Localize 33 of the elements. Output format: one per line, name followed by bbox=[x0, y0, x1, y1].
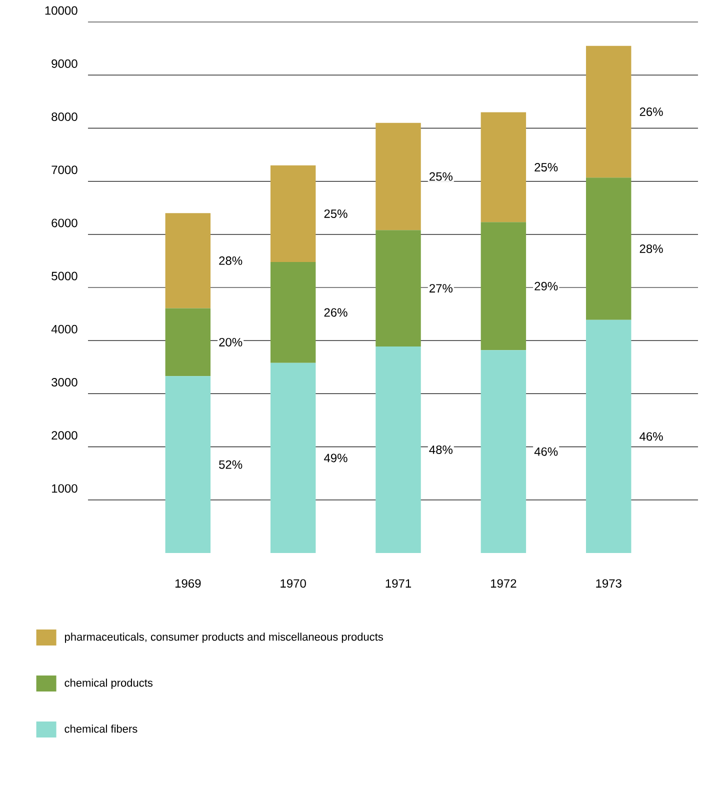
annotation: 27% bbox=[430, 284, 453, 293]
annotation: 28% bbox=[640, 244, 663, 253]
y-tick-label: 6000 bbox=[52, 218, 78, 228]
annotation: 28% bbox=[219, 256, 242, 265]
annotation: 48% bbox=[429, 445, 453, 454]
annotation: 29% bbox=[534, 282, 558, 290]
annotation: 25% bbox=[534, 162, 558, 172]
x-tick-label: 1972 bbox=[491, 579, 516, 588]
y-tick-label: 2000 bbox=[52, 431, 78, 440]
annotation: 25% bbox=[430, 172, 453, 181]
y-tick-label: 10000 bbox=[45, 6, 78, 15]
x-tick-label: 1970 bbox=[280, 579, 306, 588]
x-tick-label: 1973 bbox=[596, 579, 622, 588]
x-tick-label: 1971 bbox=[386, 579, 412, 588]
annotation: 26% bbox=[640, 107, 663, 116]
annotation: 26% bbox=[324, 308, 348, 317]
legend-label: chemical fibers bbox=[64, 724, 138, 733]
x-tick-label: 1969 bbox=[175, 579, 201, 588]
y-tick-label: 5000 bbox=[52, 272, 78, 280]
y-tick-label: 4000 bbox=[51, 324, 78, 334]
legend-label: chemical products bbox=[64, 678, 153, 689]
annotation: 25% bbox=[324, 209, 348, 218]
annotation: 20% bbox=[219, 338, 242, 346]
y-tick-label: 3000 bbox=[52, 378, 78, 387]
y-tick-label: 1000 bbox=[52, 484, 78, 493]
y-tick-label: 9000 bbox=[52, 59, 78, 68]
y-tick-label: 8000 bbox=[52, 112, 78, 122]
annotation: 46% bbox=[640, 432, 663, 441]
y-tick-label: 7000 bbox=[52, 166, 78, 174]
annotation: 46% bbox=[534, 447, 558, 456]
legend-label: pharmaceuticals, consumer products and miscellaneous products bbox=[64, 632, 384, 643]
annotation: 52% bbox=[219, 460, 242, 469]
annotation: 49% bbox=[324, 454, 348, 462]
